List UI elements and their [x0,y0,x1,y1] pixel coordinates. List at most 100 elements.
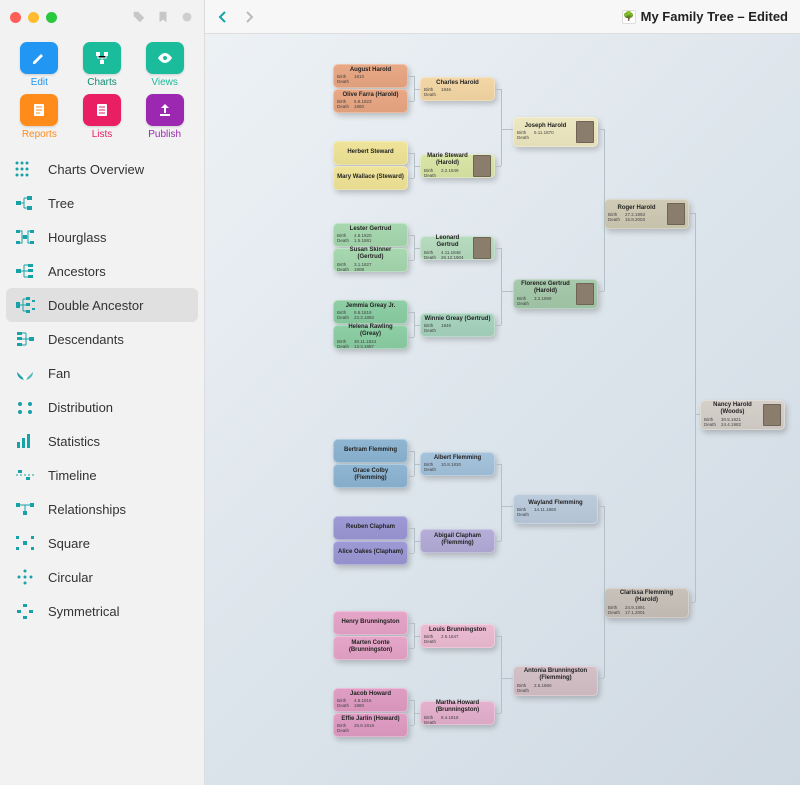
person-name: Leonard Gertrud [424,235,471,248]
traffic-light[interactable] [10,12,21,23]
person-card[interactable]: Nancy Harold (Woods)Birth30.5.1921Death2… [700,400,785,430]
palette-icon[interactable] [180,10,194,24]
reports-label: Reports [22,129,57,140]
person-card[interactable]: Louis BrunningstonBirth2.5.1847Death [420,624,495,648]
person-name: Henry Brunningston [337,619,404,626]
death-row: Death [337,728,404,733]
traffic-light[interactable] [28,12,39,23]
chart-canvas[interactable]: August HaroldBirth1810DeathOlive Farra (… [205,34,800,785]
charts-tool[interactable]: Charts [73,42,132,88]
chart-type-timeline[interactable]: Timeline [0,458,204,492]
connector [408,476,414,477]
person-card[interactable]: Charles HaroldBirth1846Death [420,77,495,101]
connector [408,553,414,554]
chart-type-label: Double Ancestor [48,298,143,313]
person-name: Nancy Harold (Woods) [704,402,761,415]
chart-type-square[interactable]: Square [0,526,204,560]
chart-type-label: Ancestors [48,264,106,279]
connector [414,166,420,167]
person-card[interactable]: Herbert Steward [333,141,408,165]
connector [695,414,700,415]
chart-type-symmetrical[interactable]: Symmetrical [0,594,204,628]
death-row: Death [424,328,491,333]
person-card[interactable]: Antonia Brunningston (Flemming)Birth2.5.… [513,666,598,696]
chart-type-fan[interactable]: Fan [0,356,204,390]
person-name: Abigail Clapham (Flemming) [424,533,491,546]
person-card[interactable]: Alice Oakes (Clapham) [333,541,408,565]
ancestors-icon [14,262,36,280]
person-card[interactable]: Leonard GertrudBirth4.11.1848Death26.12.… [420,236,495,260]
person-card[interactable]: Joseph HaroldBirth5.11.1870Death [513,117,598,147]
window-titlebar [0,0,204,34]
person-card[interactable]: Helena Rawling (Greay)Birth30.11.1824Dea… [333,325,408,349]
nav-back-icon[interactable] [217,10,229,24]
death-row: Death [424,92,491,97]
edit-tool[interactable]: Edit [10,42,69,88]
reports-tool[interactable]: Reports [10,94,69,140]
connector [495,713,501,714]
chart-type-descendants[interactable]: Descendants [0,322,204,356]
person-card[interactable]: Olive Farra (Harold)Birth5.8.1823Death18… [333,89,408,113]
person-card[interactable]: Jemmia Greay Jr.Birth8.8.1819Death23.3.1… [333,300,408,324]
person-card[interactable]: Lester GertrudBirth4.8.1820Death1.5.1881 [333,223,408,247]
person-name: Albert Flemming [424,455,491,462]
person-name: Marie Steward (Harold) [424,153,471,166]
person-name: Effie Jarlin (Howard) [337,716,404,723]
person-card[interactable]: Martha Howard (Brunningston)Birth8.4.181… [420,701,495,725]
chart-type-label: Square [48,536,90,551]
death-row: Death1880 [337,703,404,708]
person-card[interactable]: Bertram Flemming [333,439,408,463]
person-card[interactable]: August HaroldBirth1810Death [333,64,408,88]
person-card[interactable]: Effie Jarlin (Howard)Birth25.8.1818Death [333,713,408,737]
connector [495,325,501,326]
bookmark-icon[interactable] [156,10,170,24]
death-row: Death1.5.1881 [337,238,404,243]
death-row: Death [424,639,491,644]
person-card[interactable]: Wayland FlemmingBirth14.11.1860Death [513,494,598,524]
nav-forward-icon[interactable] [243,10,255,24]
chart-type-circular[interactable]: Circular [0,560,204,594]
document-title-text: My Family Tree – Edited [641,9,788,24]
traffic-light[interactable] [46,12,57,23]
publish-tool[interactable]: Publish [135,94,194,140]
chart-type-overview[interactable]: Charts Overview [0,152,204,186]
person-card[interactable]: Roger HaroldBirth27.2.1893Death15.8.2003 [604,199,689,229]
person-card[interactable]: Reuben Clapham [333,516,408,540]
connector [604,129,605,291]
chart-type-hourglass[interactable]: Hourglass [0,220,204,254]
person-card[interactable]: Henry Brunningston [333,611,408,635]
person-card[interactable]: Abigail Clapham (Flemming) [420,529,495,553]
person-card[interactable]: Grace Colby (Flemming) [333,464,408,488]
chart-type-distribution[interactable]: Distribution [0,390,204,424]
chart-type-label: Timeline [48,468,97,483]
tag-icon[interactable] [132,10,146,24]
person-card[interactable]: Marie Steward (Harold)Birth3.2.1849Death [420,154,495,178]
chart-type-tree[interactable]: Tree [0,186,204,220]
lists-tool[interactable]: Lists [73,94,132,140]
chart-type-ancestors[interactable]: Ancestors [0,254,204,288]
death-row: Death [424,720,491,725]
person-name: Lester Gertrud [337,226,404,233]
edit-icon [20,42,58,74]
views-tool[interactable]: Views [135,42,194,88]
person-card[interactable]: Mary Wallace (Steward) [333,166,408,190]
chart-type-label: Statistics [48,434,100,449]
tree-icon [14,194,36,212]
connector [501,678,513,679]
statistics-icon [14,432,36,450]
person-card[interactable]: Albert FlemmingBirth10.8.1830Death [420,452,495,476]
chart-type-double-ancestor[interactable]: Double Ancestor [6,288,198,322]
person-card[interactable]: Marten Conte (Brunningston) [333,636,408,660]
person-card[interactable]: Susan Skinner (Gertrud)Birth3.1.1827Deat… [333,248,408,272]
chart-type-statistics[interactable]: Statistics [0,424,204,458]
death-row: Death24.4.1982 [704,422,761,427]
connector [501,248,502,325]
person-card[interactable]: Jacob HowardBirth4.8.1816Death1880 [333,688,408,712]
fan-icon [14,364,36,382]
person-card[interactable]: Florence Gertrud (Harold)Birth3.2.1869De… [513,279,598,309]
person-card[interactable]: Winnie Greay (Gertrud)Birth1846Death [420,313,495,337]
death-row: Death [424,173,471,178]
person-card[interactable]: Clarissa Flemming (Harold)Birth24.9.1891… [604,588,689,618]
chart-type-relationships[interactable]: Relationships [0,492,204,526]
main-toolbar: EditChartsViews Reports ListsPublish [0,34,204,146]
